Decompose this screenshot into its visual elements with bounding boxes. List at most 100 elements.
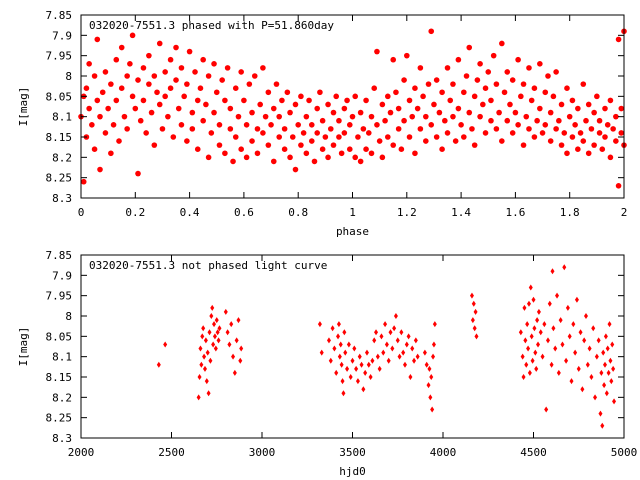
data-point [493,81,500,87]
data-point [432,321,437,328]
data-point [390,345,395,352]
data-point [156,40,163,47]
data-point [429,374,434,380]
data-point [333,93,340,100]
data-point [355,378,360,385]
data-point [260,130,266,136]
data-point [450,81,456,87]
data-point [560,341,565,348]
data-point [281,146,288,152]
data-point [556,369,561,376]
data-point [376,138,383,144]
data-point [110,122,117,128]
data-point [346,122,353,128]
data-point [118,44,125,51]
data-point [339,361,344,368]
data-point [163,341,168,348]
x-tick-label: 1 [349,206,356,219]
data-point [526,300,531,307]
data-point [194,97,201,104]
y-tick-label: 7.9 [52,29,72,42]
data-point [545,73,551,79]
data-point [86,105,92,112]
data-point [473,308,478,315]
data-point [413,337,418,344]
data-point [575,105,581,112]
data-point [211,61,217,67]
data-point [599,146,606,152]
data-point [222,150,228,157]
x-tick-label: 0.6 [234,206,254,219]
data-point [532,325,537,332]
data-point [430,406,435,413]
data-point [336,321,341,328]
data-point [113,97,120,104]
data-point [618,130,625,136]
data-point [393,313,398,319]
data-point [303,113,310,120]
data-point [379,154,386,161]
data-point [205,349,210,356]
data-point [197,85,204,91]
data-point [270,158,277,165]
data-point [345,365,350,372]
data-point [455,105,462,112]
data-point [477,61,483,67]
data-point [99,89,106,96]
data-point [216,122,223,128]
data-point [151,142,158,148]
data-point [276,134,282,140]
data-point [340,378,345,385]
data-point [604,122,611,128]
data-point [325,154,331,161]
data-point [232,369,237,376]
data-point [384,134,391,140]
data-point [209,313,214,319]
data-point [469,292,474,299]
data-point [382,117,388,124]
data-point [314,130,321,136]
data-point [395,105,402,112]
data-point [181,93,187,100]
data-point [303,150,310,157]
data-point [444,130,451,136]
data-point [344,97,350,104]
data-point [199,361,204,368]
data-point [361,386,366,393]
data-point [538,329,543,336]
data-point [466,109,473,116]
data-point [319,146,326,152]
data-point [374,122,380,128]
data-point [596,337,601,344]
data-point [577,130,584,136]
data-point [518,329,523,336]
data-point [615,183,622,189]
data-point [571,321,576,328]
data-point [146,52,152,59]
data-point [208,357,213,364]
data-point [230,158,236,165]
data-point [578,329,583,336]
data-point [549,361,554,368]
data-point [338,341,343,348]
data-point [536,341,541,348]
data-point [229,321,234,328]
data-point [594,93,600,100]
data-point [238,357,243,364]
data-point [439,146,445,152]
x-tick-label: 1.4 [451,206,471,219]
data-point [567,333,572,340]
data-point [537,105,543,112]
data-point [386,357,391,364]
data-point [349,113,356,120]
data-point [186,48,193,55]
data-point [395,337,400,344]
data-point [550,93,557,100]
data-point [365,130,372,136]
x-axis-label: phase [336,225,369,238]
x-tick-labels: 0 0.2 0.4 0.6 0.8 1 1.2 1.4 1.6 1.8 2 [78,206,628,219]
data-point [521,374,526,380]
data-point [488,97,494,104]
data-point [208,130,215,136]
data-point [499,40,505,47]
